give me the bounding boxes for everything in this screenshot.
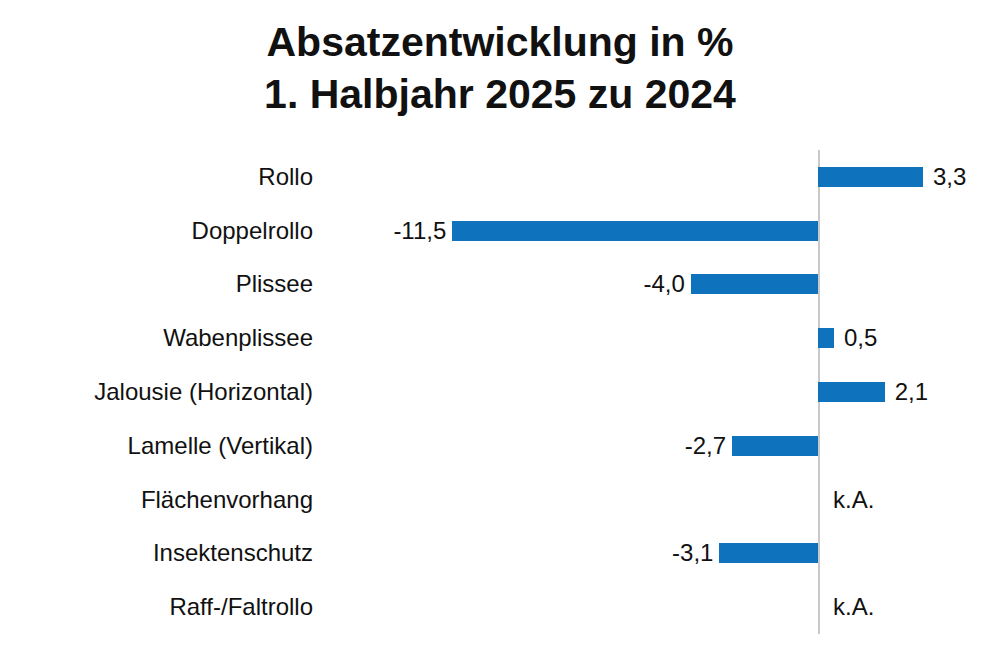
category-label: Flächenvorhang <box>0 473 313 527</box>
category-label: Doppelrollo <box>0 204 313 258</box>
category-label: Wabenplissee <box>0 311 313 365</box>
bar-row: Flächenvorhang k.A. <box>0 473 1000 527</box>
bar-row: Raff-/Faltrollo k.A. <box>0 580 1000 634</box>
value-label: -2,7 <box>685 419 726 473</box>
value-label: 3,3 <box>933 150 966 204</box>
category-label: Plissee <box>0 258 313 312</box>
bar-row: Plissee -4,0 <box>0 258 1000 312</box>
bar <box>818 382 885 402</box>
bar-row: Doppelrollo -11,5 <box>0 204 1000 258</box>
category-label: Insektenschutz <box>0 526 313 580</box>
bar <box>452 221 818 241</box>
bar <box>732 436 818 456</box>
value-label: 0,5 <box>844 311 877 365</box>
value-label: -11,5 <box>393 204 446 258</box>
chart-title: Absatzentwicklung in % 1. Halbjahr 2025 … <box>0 16 1000 120</box>
chart-title-line1: Absatzentwicklung in % <box>0 16 1000 68</box>
bar-row: Rollo 3,3 <box>0 150 1000 204</box>
bar-row: Wabenplissee 0,5 <box>0 311 1000 365</box>
category-label: Rollo <box>0 150 313 204</box>
bar-row: Insektenschutz -3,1 <box>0 526 1000 580</box>
chart-area: Rollo3,3Doppelrollo-11,5Plissee-4,0Waben… <box>0 150 1000 634</box>
value-label: 2,1 <box>895 365 928 419</box>
value-label: -3,1 <box>672 526 713 580</box>
bar <box>719 543 818 563</box>
value-label: -4,0 <box>643 258 684 312</box>
value-label: k.A. <box>833 580 874 634</box>
value-label: k.A. <box>833 473 874 527</box>
bar <box>691 274 818 294</box>
chart-title-line2: 1. Halbjahr 2025 zu 2024 <box>0 68 1000 120</box>
category-label: Raff-/Faltrollo <box>0 580 313 634</box>
category-label: Lamelle (Vertikal) <box>0 419 313 473</box>
bar-row: Lamelle (Vertikal) -2,7 <box>0 419 1000 473</box>
bar <box>818 167 923 187</box>
bar-row: Jalousie (Horizontal) 2,1 <box>0 365 1000 419</box>
category-label: Jalousie (Horizontal) <box>0 365 313 419</box>
bar <box>818 328 834 348</box>
bar-chart-figure: Absatzentwicklung in % 1. Halbjahr 2025 … <box>0 0 1000 664</box>
